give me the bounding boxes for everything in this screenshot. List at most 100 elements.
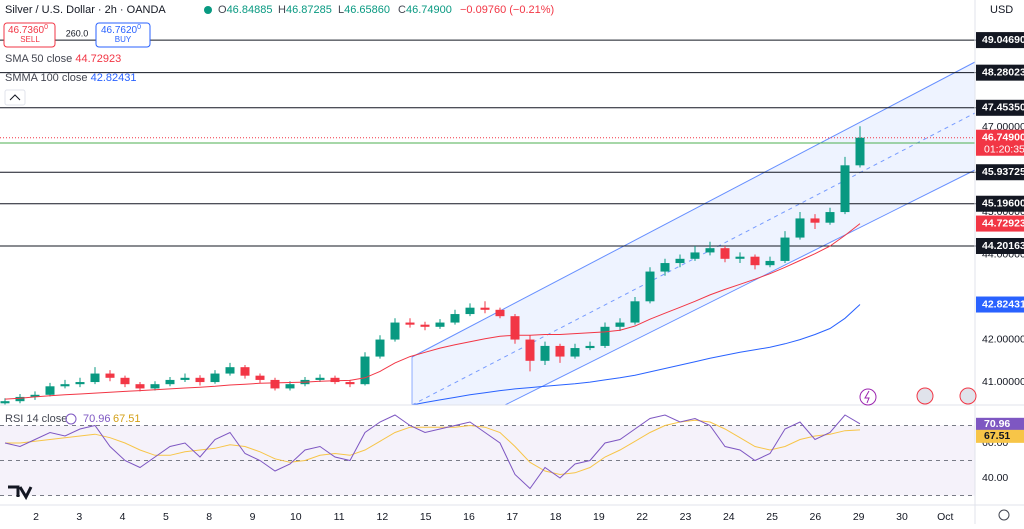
price-label: 45.19600 [982,198,1024,210]
candle-body [210,373,220,383]
x-tick-label: Oct [937,511,953,523]
candle-body [0,401,10,404]
candle-body [345,382,355,385]
buy-label: BUY [115,35,132,44]
candle-body [225,367,235,374]
time-axis: 2 3 4 5 8 9 10 11 12 15 16 17 18 19 22 23 24 25 26 29 30 Oct [33,511,953,523]
price-label-box [976,215,1024,232]
name: SMA 50 close [5,53,72,65]
x-tick-label: 23 [680,511,692,523]
price: 46.7620 [101,25,138,36]
rsi-legend: RSI 14 close [5,413,67,425]
candle-body [255,375,265,380]
candle-body [30,394,40,397]
candle-body [120,377,130,385]
candle-body [555,345,565,357]
rsi-label-box [976,417,1024,431]
candle-body [510,316,520,340]
candle-body [240,367,250,376]
candle-body [15,396,25,402]
candle-body [75,382,85,385]
price-label: 45.93725 [982,166,1024,178]
collapse-icon [9,94,21,101]
price-label-box [976,99,1024,116]
name: SMMA 100 close [5,72,88,84]
candle-body [405,322,415,325]
x-tick-label: 10 [290,511,302,523]
rsi-label: 70.96 [984,418,1010,430]
market-status [204,6,212,14]
candle-body [765,260,775,266]
indicator-line [5,419,861,476]
ohlc-value: 46.84885 [227,4,273,16]
ohlc-key: C [398,4,406,16]
spread: 260.0 [66,28,89,38]
rsi-value: 70.96 [83,413,111,425]
x-tick-label: 16 [463,511,475,523]
y-tick-label: 41.00000 [982,376,1024,388]
candle-body [360,356,370,385]
x-tick-label: 5 [163,511,169,523]
candle-body [690,252,700,259]
candle-body [435,322,445,327]
candle-body [645,271,655,302]
candle-body [375,339,385,357]
sup: 0 [44,24,48,31]
candle-body [285,384,295,389]
main-pane [0,39,1024,407]
candle-body [705,248,715,253]
candle-body [450,314,460,323]
price: 46.7360 [8,25,45,36]
candle-body [570,348,580,357]
ohlc-value: 46.74900 [406,4,452,16]
currency: USD [990,4,1013,16]
price-label-box [976,237,1024,254]
ohlc-item: H46.87285 [278,4,332,16]
logo [8,485,33,501]
smma-legend: SMMA 100 close 42.82431 [5,72,137,84]
candle-body [750,256,760,266]
candle-body [135,384,145,389]
price-label-box [976,296,1024,313]
sell-button[interactable] [3,22,56,48]
price-label: 48.28023 [982,66,1024,78]
value: 42.82431 [91,72,137,84]
y-tick-label: 42.00000 [982,333,1024,345]
buy-button[interactable] [95,22,151,48]
rsi-tick-label: 40.00 [982,472,1008,484]
countdown: 01:20:35 [984,144,1024,156]
ohlc-value: 46.65860 [344,4,390,16]
rsi-label: 67.51 [984,430,1010,442]
price-label: 47.45350 [982,102,1024,114]
channel-top [411,61,976,358]
candle-body [840,165,850,213]
x-tick-label: 30 [896,511,908,523]
x-tick-label: 29 [853,511,865,523]
settings-icon[interactable] [998,509,1010,521]
candle-body [600,326,610,346]
x-tick-label: 4 [120,511,126,523]
candle-body [615,322,625,327]
x-tick-label: 3 [76,511,82,523]
price-label-box [976,195,1024,212]
channel-fill [412,62,975,405]
collapse-button[interactable] [4,89,26,106]
last-price-label: 46.74900 [982,132,1024,144]
candle-body [810,218,820,223]
event-icon[interactable] [859,388,877,406]
flag-icon[interactable] [959,387,977,405]
candle-body [660,263,670,272]
last-price-box [976,129,1024,156]
symbol: Silver / U.S. Dollar · 2h · OANDA [5,4,166,16]
candle-body [165,379,175,385]
candle-body [90,373,100,383]
rsi-icon [65,413,77,425]
ohlc-key: O [218,4,227,16]
candle-body [630,301,640,323]
x-tick-label: 18 [550,511,562,523]
candle-body [180,377,190,380]
flag-icon[interactable] [916,387,934,405]
candle-body [780,237,790,261]
sell-label: SELL [20,35,40,44]
